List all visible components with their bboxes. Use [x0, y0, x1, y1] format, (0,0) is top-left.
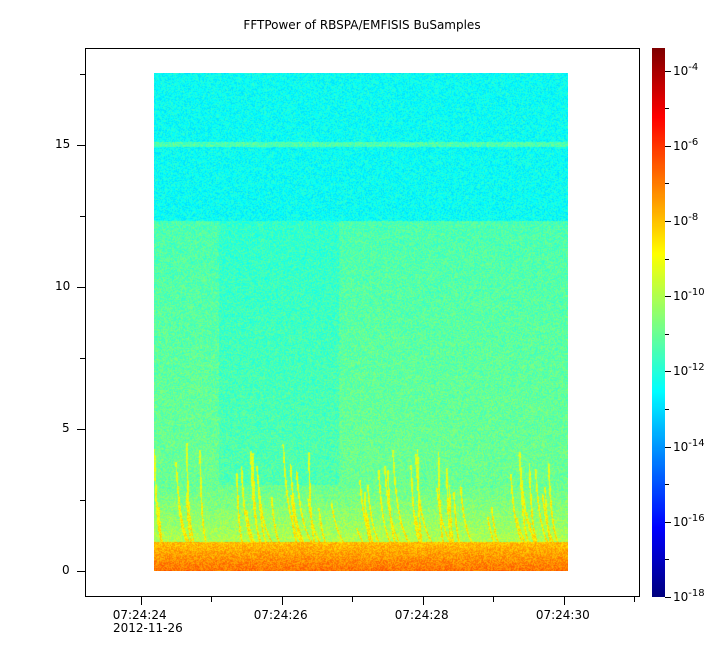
colorbar-tick	[665, 220, 671, 222]
colorbar-tick	[665, 371, 671, 373]
y-minor-tick	[80, 500, 85, 502]
colorbar-tick	[665, 597, 671, 598]
colorbar-minor-tick	[665, 183, 669, 185]
colorbar-tick-label: 10-12	[673, 362, 705, 379]
colorbar-minor-tick	[665, 108, 669, 110]
plot-area	[85, 48, 640, 597]
y-tick	[77, 571, 85, 573]
colorbar-tick	[665, 70, 671, 72]
colorbar-tick-label: 10-4	[673, 61, 699, 78]
colorbar-tick-label: 10-14	[673, 437, 705, 454]
x-tick-label: 07:24:26	[253, 608, 308, 622]
x-tick-label: 07:24:24	[112, 608, 167, 622]
colorbar-tick	[665, 446, 671, 448]
y-tick-label: 15	[55, 136, 71, 151]
colorbar-minor-tick	[665, 559, 669, 561]
y-tick	[77, 144, 85, 146]
colorbar-minor-tick	[665, 484, 669, 486]
colorbar	[652, 48, 665, 597]
y-tick-label: 5	[62, 421, 70, 436]
y-tick	[77, 429, 85, 431]
y-tick-label: 10	[55, 278, 71, 293]
colorbar-tick	[665, 145, 671, 147]
colorbar-tick-label: 10-10	[673, 287, 705, 304]
y-minor-tick	[80, 358, 85, 360]
y-tick-label: 0	[62, 563, 70, 578]
x-tick	[422, 597, 424, 605]
colorbar-minor-tick	[665, 333, 669, 335]
colorbar-minor-tick	[665, 258, 669, 260]
y-minor-tick	[80, 215, 85, 217]
colorbar-tick	[665, 296, 671, 298]
x-minor-tick	[634, 597, 636, 602]
y-tick	[77, 286, 85, 288]
y-minor-tick	[80, 73, 85, 75]
colorbar-tick	[665, 521, 671, 523]
colorbar-tick-label: 10-6	[673, 136, 699, 153]
spectrogram-image	[154, 73, 568, 571]
x-tick	[563, 597, 565, 605]
x-date-label: 2012-11-26	[113, 621, 183, 635]
colorbar-tick-label: 10-18	[673, 588, 705, 604]
chart-title: FFTPower of RBSPA/EMFISIS BuSamples	[243, 18, 481, 32]
x-tick-label: 07:24:28	[394, 608, 449, 622]
x-tick	[140, 597, 142, 605]
x-tick-label: 07:24:30	[535, 608, 590, 622]
x-minor-tick	[352, 597, 354, 602]
colorbar-tick-label: 10-16	[673, 512, 705, 529]
x-minor-tick	[493, 597, 495, 602]
colorbar-tick-label: 10-8	[673, 211, 699, 228]
colorbar-minor-tick	[665, 408, 669, 410]
x-minor-tick	[211, 597, 213, 602]
x-tick	[281, 597, 283, 605]
